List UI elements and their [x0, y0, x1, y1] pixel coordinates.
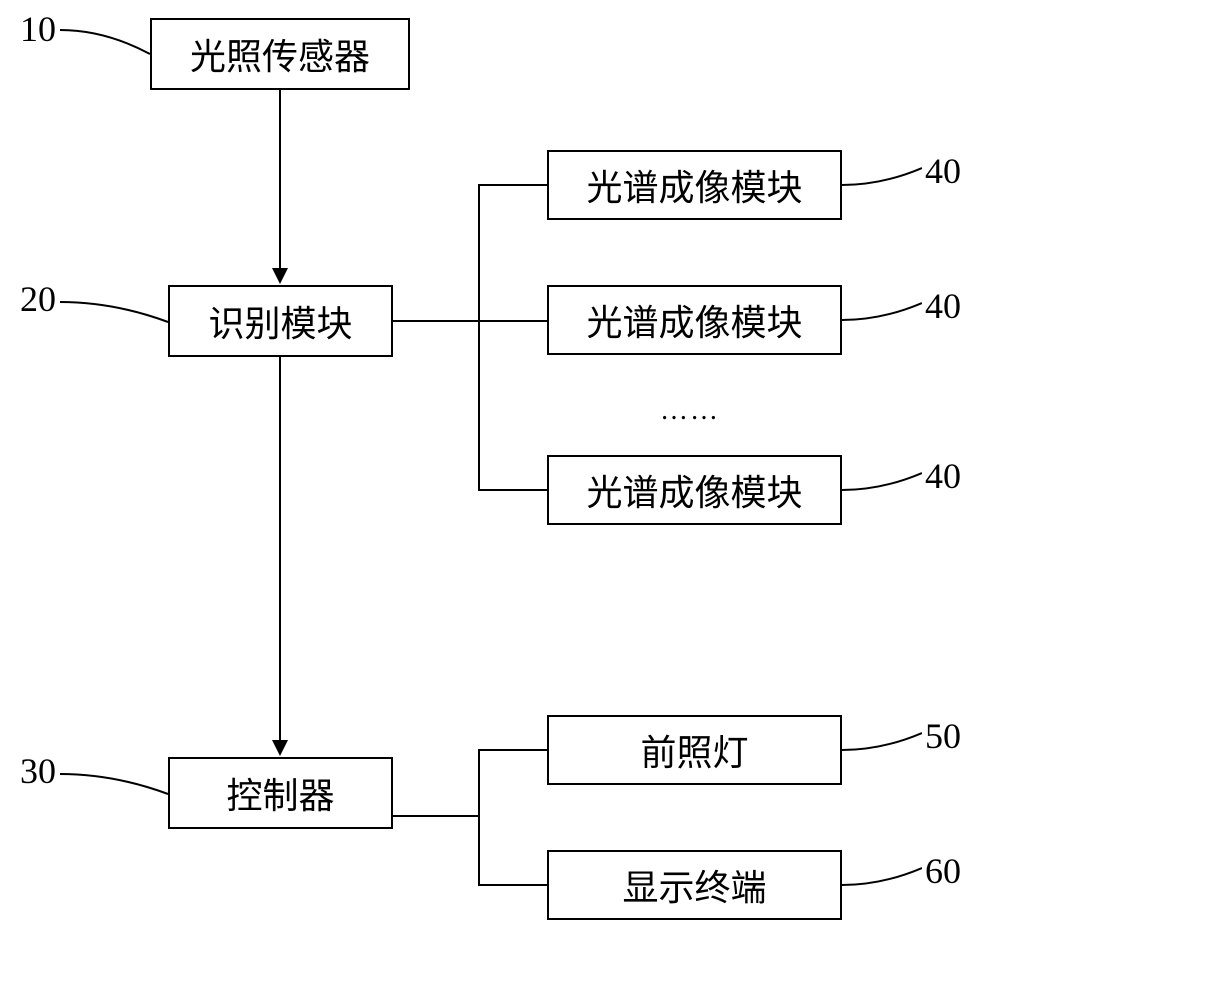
connector-label-60	[842, 860, 922, 895]
line-to-headlight	[478, 749, 547, 751]
connector-label-50	[842, 725, 922, 760]
box-display: 显示终端	[547, 850, 842, 920]
box-display-label: 显示终端	[622, 859, 766, 911]
box-spectral3: 光谱成像模块	[547, 455, 842, 525]
connector-label-30	[60, 762, 168, 802]
line-controller-vertical-bus	[478, 749, 480, 885]
box-controller-label: 控制器	[226, 767, 334, 819]
line-controller-horizontal	[393, 815, 480, 817]
connector-label-40a	[842, 160, 922, 195]
label-30: 30	[20, 750, 56, 792]
label-40b: 40	[925, 285, 961, 327]
label-10: 10	[20, 8, 56, 50]
line-recognition-horizontal	[393, 320, 480, 322]
box-controller: 控制器	[168, 757, 393, 829]
label-40c: 40	[925, 455, 961, 497]
box-recognition-label: 识别模块	[208, 295, 352, 347]
line-to-display	[478, 884, 547, 886]
arrow-recognition-to-controller-head	[272, 740, 288, 756]
box-recognition: 识别模块	[168, 285, 393, 357]
line-to-spectral3	[478, 489, 547, 491]
block-diagram: 光照传感器 10 识别模块 20 控制器 30 光谱成像模块	[0, 0, 1211, 1000]
ellipsis: ……	[660, 395, 720, 427]
line-recognition-vertical-bus	[478, 184, 480, 490]
connector-label-20	[60, 290, 168, 330]
arrow-sensor-to-recognition-head	[272, 268, 288, 284]
label-50: 50	[925, 715, 961, 757]
arrow-sensor-to-recognition-line	[279, 90, 281, 270]
label-20: 20	[20, 278, 56, 320]
box-spectral1-label: 光谱成像模块	[586, 159, 802, 211]
label-40a: 40	[925, 150, 961, 192]
box-sensor: 光照传感器	[150, 18, 410, 90]
box-spectral1: 光谱成像模块	[547, 150, 842, 220]
connector-label-40b	[842, 295, 922, 330]
box-headlight: 前照灯	[547, 715, 842, 785]
label-60: 60	[925, 850, 961, 892]
box-headlight-label: 前照灯	[640, 724, 748, 776]
connector-label-40c	[842, 465, 922, 500]
box-sensor-label: 光照传感器	[190, 28, 370, 80]
arrow-recognition-to-controller-line	[279, 357, 281, 742]
box-spectral2-label: 光谱成像模块	[586, 294, 802, 346]
box-spectral2: 光谱成像模块	[547, 285, 842, 355]
box-spectral3-label: 光谱成像模块	[586, 464, 802, 516]
line-to-spectral2	[478, 320, 547, 322]
connector-label-10	[60, 18, 150, 58]
line-to-spectral1	[478, 184, 547, 186]
